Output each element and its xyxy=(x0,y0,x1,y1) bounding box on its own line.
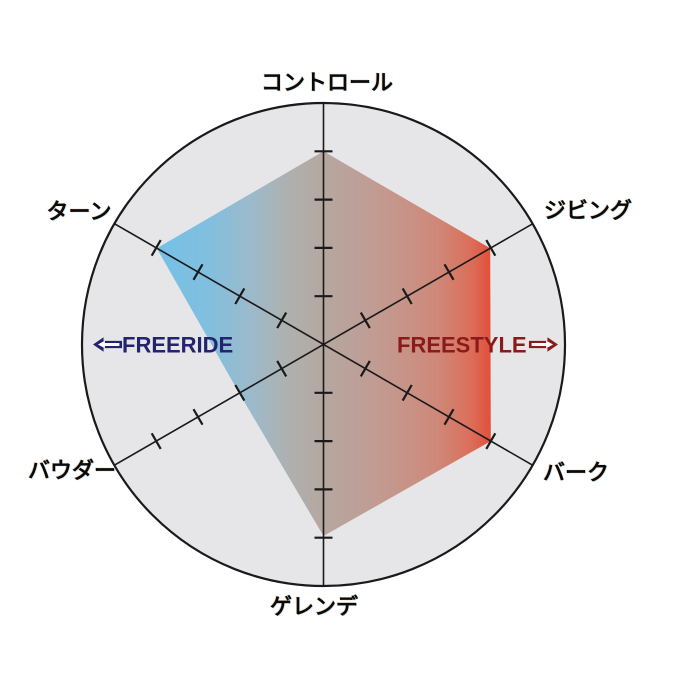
svg-text:コントロール: コントロール xyxy=(261,70,393,95)
svg-text:ジビング: ジビング xyxy=(544,198,632,223)
svg-text:FREERIDE: FREERIDE xyxy=(122,333,233,358)
svg-text:ターン: ターン xyxy=(47,199,112,224)
svg-text:バウダー: バウダー xyxy=(28,458,116,483)
svg-text:FREESTYLE: FREESTYLE xyxy=(397,333,527,358)
svg-text:ゲレンデ: ゲレンデ xyxy=(270,594,359,619)
svg-text:バーク: バーク xyxy=(543,460,609,485)
